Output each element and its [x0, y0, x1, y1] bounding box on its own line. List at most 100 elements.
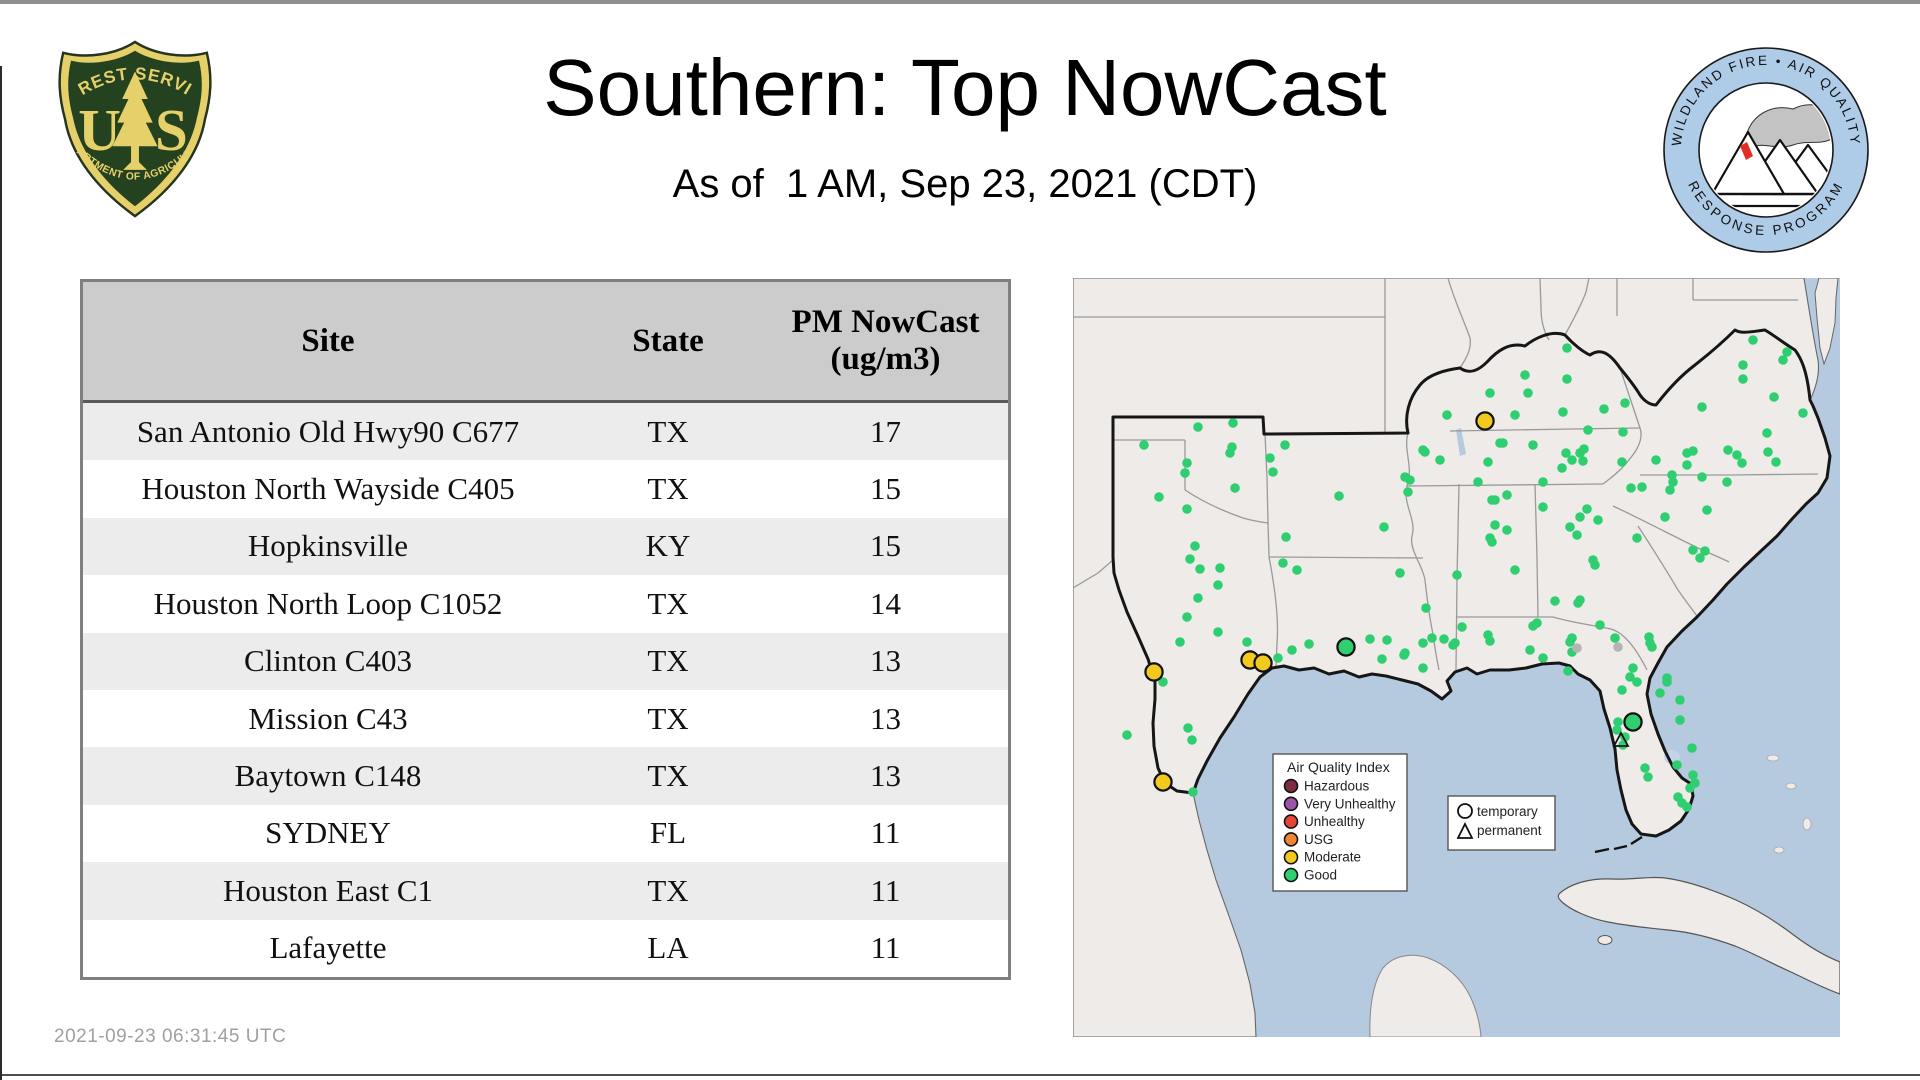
monitor-dot-good — [1610, 633, 1620, 643]
state-cell: TX — [647, 585, 689, 621]
monitor-dot-good — [1230, 483, 1240, 493]
legend-label: Good — [1304, 868, 1337, 883]
permanent-label: permanent — [1477, 823, 1542, 838]
legend-label: Very Unhealthy — [1304, 796, 1396, 811]
table-row: Clinton C403 TX 13 — [83, 632, 1008, 690]
wfaqrp-flame-icon — [1740, 142, 1753, 160]
monitor-dots-layer — [1122, 335, 1808, 812]
usfs-logo-icon: FOREST SERVICE U S DEPARTMENT OF AGRICUL… — [56, 38, 212, 218]
window-left-border — [0, 66, 2, 1080]
site-cell: Lafayette — [269, 930, 387, 966]
monitor-dot-good — [1452, 570, 1462, 580]
monitor-dot-good — [1490, 495, 1500, 505]
monitor-dot-good — [1617, 457, 1627, 467]
monitor-dot-good — [1697, 472, 1707, 482]
column-header-site: Site — [301, 322, 355, 359]
monitor-dot-good — [1557, 463, 1567, 473]
monitor-dot-good — [1675, 715, 1685, 725]
monitor-dot-good — [1695, 553, 1705, 563]
top-site-marker-moderate — [1153, 772, 1173, 792]
monitor-dot-good — [1738, 374, 1748, 384]
monitor-dot-good — [1572, 530, 1582, 540]
monitor-dot-good — [1183, 723, 1193, 733]
monitor-dot-good — [1660, 512, 1670, 522]
monitor-dot-good — [1748, 335, 1758, 345]
usfs-letter-s: S — [155, 97, 188, 163]
marker-type-legend: temporary permanent — [1447, 795, 1556, 851]
monitor-dot-good — [1418, 445, 1428, 455]
monitor-dot-good — [1365, 634, 1375, 644]
monitor-dot-good — [1675, 695, 1685, 705]
monitor-dot-good — [1418, 638, 1428, 648]
monitor-dot-good — [1273, 653, 1283, 663]
legend-label: Moderate — [1304, 850, 1361, 865]
window-bottom-border — [0, 1074, 1920, 1076]
monitor-dot-good — [1665, 485, 1675, 495]
monitor-dot-good — [1520, 370, 1530, 380]
monitor-dot-good — [1485, 636, 1495, 646]
monitor-dot-good — [1573, 598, 1583, 608]
usfs-letter-u: U — [78, 97, 121, 163]
monitor-dot-good — [1737, 458, 1747, 468]
monitor-dot-good — [1593, 515, 1603, 525]
nowcast-table-header: Site State PM NowCast (ug/m3) — [83, 282, 1008, 403]
table-row: Houston North Wayside C405 TX 15 — [83, 460, 1008, 518]
monitor-dot-good — [1304, 639, 1314, 649]
monitor-dot-good — [1510, 410, 1520, 420]
monitor-dot-good — [1485, 388, 1495, 398]
pm-value-cell: 15 — [870, 471, 901, 507]
monitor-dot-good — [1782, 347, 1792, 357]
monitor-dot-good — [1193, 422, 1203, 432]
monitor-dot-good — [1139, 440, 1149, 450]
legend-label: Hazardous — [1304, 779, 1370, 794]
state-cell: TX — [647, 413, 689, 449]
monitor-dot-good — [1645, 638, 1655, 648]
monitor-dot-good — [1395, 568, 1405, 578]
monitor-dot-good — [1771, 457, 1781, 467]
monitor-dot-good — [1575, 512, 1585, 522]
state-cell: TX — [647, 471, 689, 507]
monitor-dot-good — [1651, 455, 1661, 465]
monitor-dot-good — [1180, 468, 1190, 478]
monitor-dot-good — [1687, 743, 1697, 753]
monitor-dot-good — [1483, 457, 1493, 467]
monitor-dot-good — [1265, 453, 1275, 463]
monitor-dot-good — [1643, 772, 1653, 782]
state-cell: TX — [647, 872, 689, 908]
monitor-dot-good — [1510, 565, 1520, 575]
monitor-dot-good — [1562, 374, 1572, 384]
table-row: SYDNEY FL 11 — [83, 804, 1008, 863]
monitor-dot-good — [1702, 505, 1712, 515]
monitor-dot-good — [1550, 596, 1560, 606]
monitor-dot-good — [1525, 645, 1535, 655]
monitor-dot-good — [1523, 388, 1533, 398]
monitor-dot-good — [1667, 470, 1677, 480]
monitor-dot-good — [1185, 554, 1195, 564]
monitor-dot-good — [1405, 475, 1415, 485]
table-row: Mission C43 TX 13 — [83, 689, 1008, 748]
monitor-dot-good — [1582, 504, 1592, 514]
legend-label: Unhealthy — [1304, 814, 1365, 829]
monitor-dot-good — [1723, 445, 1733, 455]
monitor-dot-good — [1418, 663, 1428, 673]
site-cell: Houston North Wayside C405 — [141, 471, 515, 507]
monitor-dot-good — [1403, 487, 1413, 497]
monitor-dot-good — [1188, 787, 1198, 797]
table-row: Houston North Loop C1052 TX 14 — [83, 575, 1008, 633]
monitor-dot-good — [1583, 425, 1593, 435]
pm-value-cell: 13 — [870, 700, 901, 736]
monitor-dot-good — [1435, 455, 1445, 465]
monitor-dot-good — [1280, 440, 1290, 450]
monitor-dot-good — [1213, 627, 1223, 637]
monitor-dot-good — [1722, 477, 1732, 487]
legend-swatch-good — [1283, 867, 1299, 883]
monitor-dot-good — [1158, 677, 1168, 687]
monitor-dot-good — [1538, 653, 1548, 663]
page-subtitle: As of 1 AM, Sep 23, 2021 (CDT) — [672, 162, 1258, 206]
aqi-legend: Air Quality Index Hazardous Very Unhealth… — [1272, 753, 1408, 892]
map-bahamas — [1766, 754, 1812, 854]
pm-value-cell: 11 — [870, 872, 901, 908]
temporary-label: temporary — [1477, 804, 1538, 819]
monitor-dot-good — [1595, 620, 1605, 630]
state-cell: FL — [649, 815, 687, 851]
